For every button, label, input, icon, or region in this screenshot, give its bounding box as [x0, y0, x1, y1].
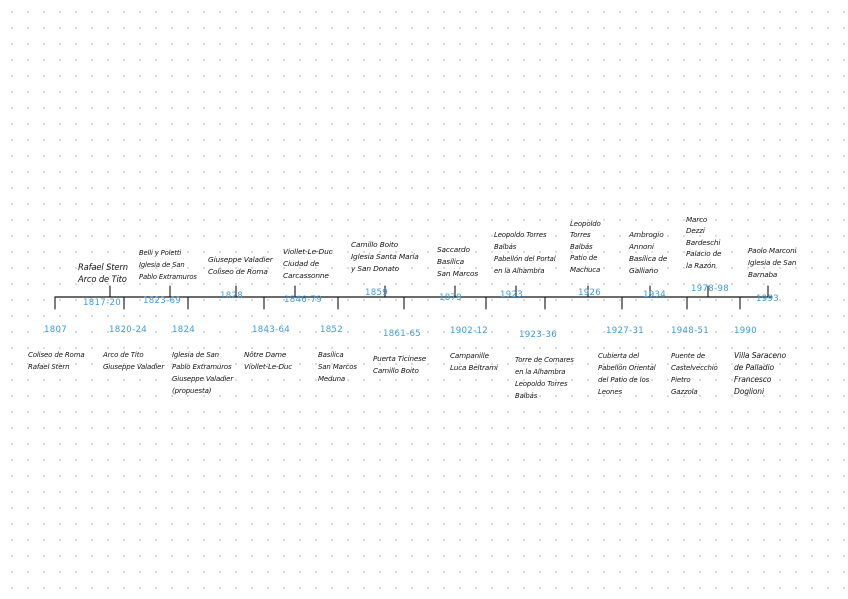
event-year: 1923 — [500, 290, 524, 300]
event-below-1923-36: 1923-36 Torre de Comares en la Alhambra … — [515, 318, 574, 414]
event-name: Nôtre Dame Viollet-Le-Duc — [244, 350, 293, 371]
event-name: Viollet-Le-Duc Ciudad de Carcassonne — [283, 247, 333, 280]
event-below-1807: 1807 Coliseo de Roma Rafael Stern — [28, 313, 85, 385]
event-above-1817-20: Rafael Stern Arco de Tito 1817-20 — [78, 249, 128, 309]
event-year: 1823-69 — [143, 296, 182, 306]
event-name: Belli y Poletti Iglesia de San Pablo Ext… — [139, 249, 197, 281]
event-year: 1978-98 — [691, 284, 730, 295]
event-name: Campanille Luca Beltrami — [450, 351, 498, 372]
event-above-1823-69: Belli y Poletti Iglesia de San Pablo Ext… — [139, 235, 197, 307]
event-below-1820-24: 1820-24 Arco de Tito Giuseppe Valadier — [103, 313, 164, 385]
event-above-1828: Giuseppe Valadier Coliseo de Roma 1828 — [208, 242, 273, 302]
event-name: Iglesia de San Pablo Extramuros Giuseppe… — [172, 351, 234, 395]
event-below-1861-65: 1861-65 Puerta Ticinese Camillo Boito — [373, 317, 426, 389]
event-year: 1990 — [734, 326, 758, 336]
event-name: Camillo Boito Iglesia Santa María y San … — [351, 240, 419, 273]
event-year: 1859 — [365, 288, 389, 298]
event-year: 1927-31 — [606, 326, 645, 336]
event-year: 1807 — [44, 325, 68, 335]
event-year: 1879 — [439, 293, 463, 303]
event-year: 1993 — [756, 294, 780, 304]
event-year: 1824 — [172, 325, 196, 335]
event-name: Paolo Marconi Iglesia de San Barnaba — [748, 246, 797, 279]
event-year: 1852 — [320, 325, 344, 335]
event-name: Puerta Ticinese Camillo Boito — [373, 354, 427, 375]
event-above-1978-98: Marco Dezzi Bardeschi Palacio de la Razó… — [686, 202, 729, 295]
event-name: Arco de Tito Giuseppe Valadier — [103, 351, 165, 371]
event-above-1934: Ambrogio Annoni Basílica de Galliano 193… — [629, 217, 667, 301]
event-year: 1926 — [578, 288, 602, 299]
event-below-1843-64: 1843-64 Nôtre Dame Viollet-Le-Duc — [244, 313, 292, 385]
event-below-1902-12: 1902-12 Campanille Luca Beltrami — [450, 314, 498, 386]
event-above-1879: Saccardo Basílica San Marcos 1879 — [437, 232, 478, 304]
event-name: Cubierta del Pabellón Oriental del Patio… — [598, 352, 656, 396]
timeline-ticks — [54, 285, 769, 310]
event-below-1990: 1990 Villa Saraceno de Palladio Francesc… — [734, 314, 786, 410]
event-year: 1817-20 — [83, 298, 122, 308]
event-year: 1861-65 — [383, 329, 422, 339]
event-below-1948-51: 1948-51 Puente de Castelvecchio Pietro G… — [671, 314, 718, 410]
event-name: Ambrogio Annoni Basílica de Galliano — [629, 230, 668, 275]
event-year: 1828 — [220, 291, 244, 301]
event-year: 1902-12 — [450, 326, 489, 336]
event-year: 1948-51 — [671, 326, 710, 336]
event-below-1927-31: 1927-31 Cubierta del Pabellón Oriental d… — [598, 314, 656, 410]
event-above-1926: Leopoldo Torres Balbás Patio de Machuca … — [570, 207, 601, 300]
event-year: 1846-79 — [284, 295, 323, 305]
event-year: 1934 — [643, 290, 667, 300]
event-above-1846-79: Viollet-Le-Duc Ciudad de Carcassonne 184… — [283, 234, 333, 306]
event-name: Coliseo de Roma Rafael Stern — [28, 351, 85, 371]
event-year: 1923-36 — [519, 330, 558, 340]
event-above-1923: Leopoldo Torres Balbás Pabellón del Port… — [494, 217, 556, 301]
event-name: Rafael Stern Arco de Tito — [78, 262, 128, 284]
event-below-1824: 1824 Iglesia de San Pablo Extramuros Giu… — [172, 313, 233, 409]
event-year: 1820-24 — [109, 325, 148, 335]
event-name: Leopoldo Torres Balbás Pabellón del Port… — [494, 231, 556, 275]
event-name: Puente de Castelvecchio Pietro Gazzola — [671, 352, 718, 396]
event-name: Villa Saraceno de Palladio Francesco Dog… — [734, 351, 787, 396]
event-below-1852: 1852 Basílica San Marcos Meduna — [318, 313, 357, 397]
event-name: Giuseppe Valadier Coliseo de Roma — [208, 255, 273, 276]
event-name: Saccardo Basílica San Marcos — [437, 245, 479, 278]
event-name: Torre de Comares en la Alhambra Leopoldo… — [515, 356, 574, 400]
event-year: 1843-64 — [252, 325, 291, 335]
event-name: Leopoldo Torres Balbás Patio de Machuca — [570, 219, 601, 274]
event-above-1859: Camillo Boito Iglesia Santa María y San … — [351, 227, 419, 299]
event-name: Marco Dezzi Bardeschi Palacio de la Razó… — [686, 214, 722, 270]
event-above-1993: Paolo Marconi Iglesia de San Barnaba 199… — [748, 233, 796, 305]
event-name: Basílica San Marcos Meduna — [318, 351, 357, 383]
